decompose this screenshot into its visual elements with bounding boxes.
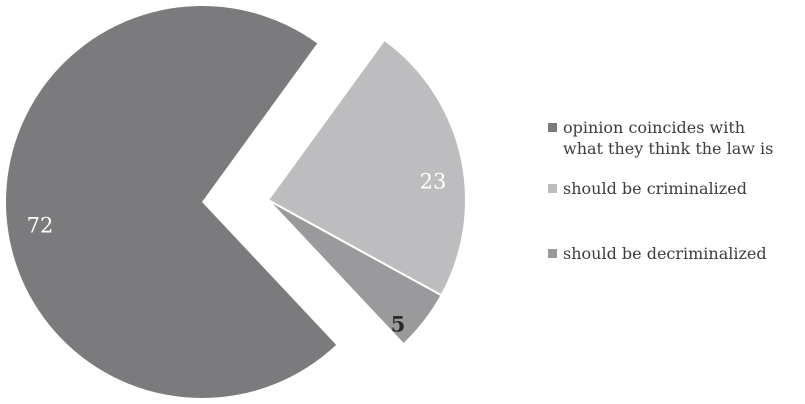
legend-item-criminalized: should be criminalized [548,178,803,199]
legend-label-criminalized: should be criminalized [563,179,747,198]
legend: opinion coincides with what they think t… [548,0,805,404]
legend-swatch-decriminalized [548,249,557,258]
slice-label-criminalized: 23 [420,170,447,194]
slice-coincides [6,5,337,398]
legend-swatch-coincides [548,123,557,132]
slice-label-coincides: 72 [27,214,54,238]
legend-item-decriminalized: should be decriminalized [548,243,803,264]
slice-decriminalized [267,199,443,346]
legend-label-coincides: opinion coincides with what they think t… [563,118,774,158]
legend-swatch-criminalized [548,184,557,193]
legend-label-decriminalized: should be decriminalized [563,244,767,263]
slice-label-decriminalized: 5 [391,312,406,337]
slice-criminalized [267,38,467,297]
legend-item-coincides: opinion coincides with what they think t… [548,117,803,159]
